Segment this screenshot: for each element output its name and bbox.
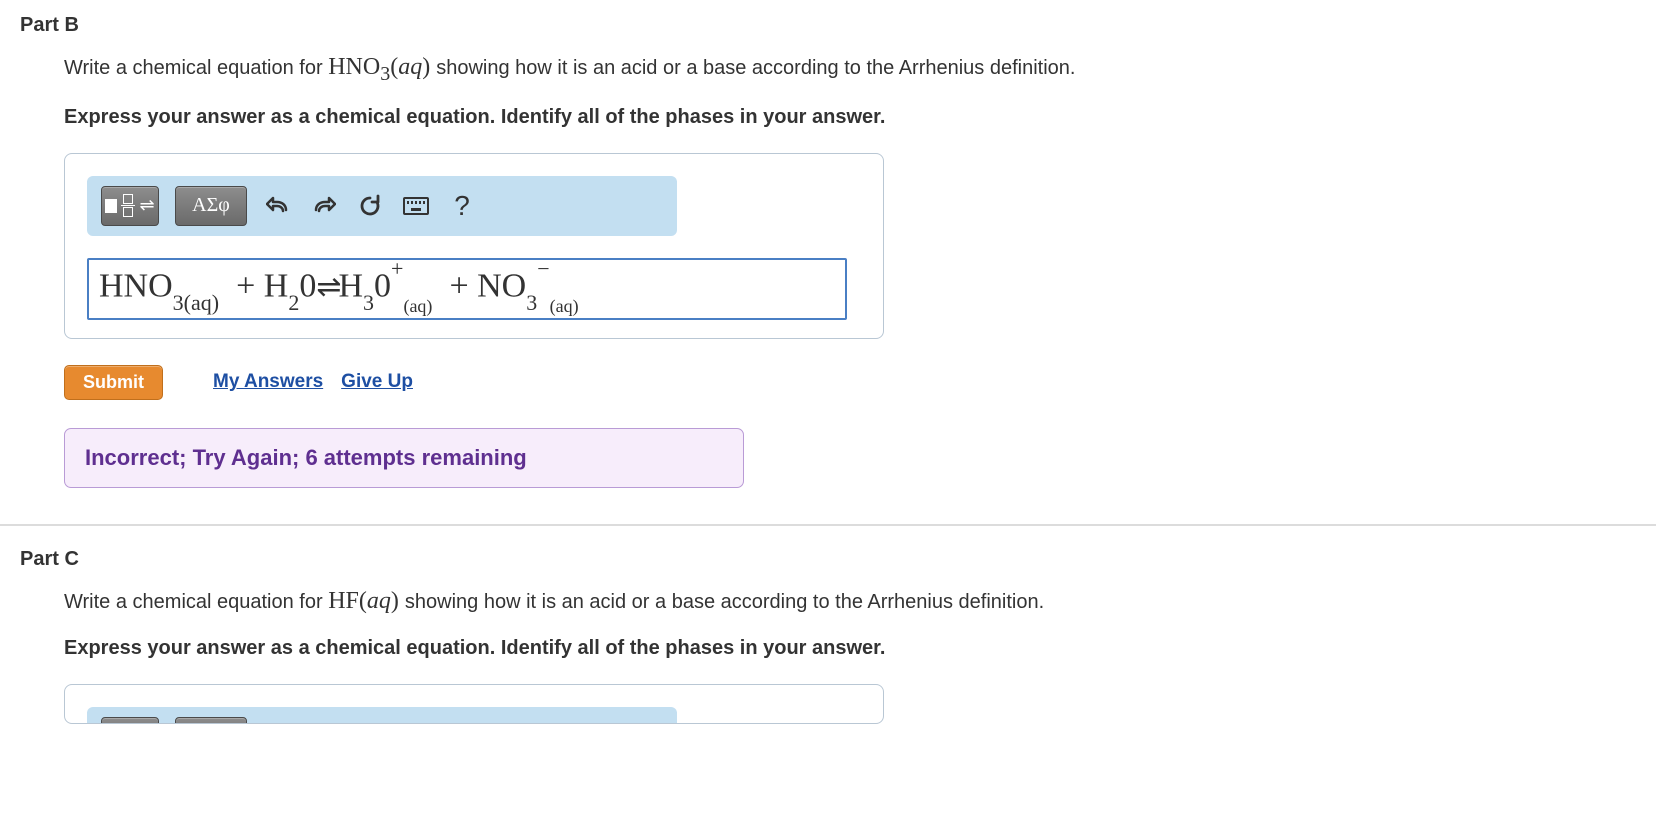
action-links: My Answers Give Up: [213, 371, 413, 393]
greek-tool-button[interactable]: ΑΣφ: [175, 186, 247, 226]
redo-button[interactable]: [309, 191, 339, 221]
section-divider: [0, 524, 1656, 526]
formula-state: (aq): [390, 54, 430, 80]
keyboard-button[interactable]: [401, 191, 431, 221]
equation-toolbar: ⇌ ΑΣφ ?: [87, 176, 677, 236]
part-b-header: Part B: [0, 10, 1656, 51]
formula-base: HF: [328, 588, 359, 614]
part-c-header: Part C: [0, 544, 1656, 585]
redo-icon: [312, 196, 336, 216]
equation-input[interactable]: HNO3(aq) + H20⇌H30+(aq) + NO3−(aq): [87, 258, 847, 320]
actions-row: Submit My Answers Give Up: [64, 365, 1656, 400]
reset-icon: [358, 194, 382, 218]
help-button[interactable]: ?: [447, 191, 477, 221]
submit-button[interactable]: Submit: [64, 365, 163, 400]
formula-base: HNO: [328, 54, 380, 80]
undo-icon: [266, 196, 290, 216]
prompt-text-pre: Write a chemical equation for: [64, 57, 328, 79]
fraction-tool-button[interactable]: [101, 717, 159, 724]
undo-button[interactable]: [263, 191, 293, 221]
prompt-text-post: showing how it is an acid or a base acco…: [405, 591, 1044, 613]
keyboard-icon: [403, 197, 429, 215]
part-c-section: Part C Write a chemical equation for HF(…: [0, 544, 1656, 752]
part-c-instruction: Express your answer as a chemical equati…: [64, 637, 1656, 660]
part-c-prompt: Write a chemical equation for HF(aq) sho…: [64, 585, 1656, 619]
formula-state: (aq): [359, 588, 399, 614]
greek-tool-button[interactable]: [175, 717, 247, 724]
my-answers-link[interactable]: My Answers: [213, 371, 323, 393]
part-b-body: Write a chemical equation for HNO3(aq) s…: [0, 51, 1656, 516]
answer-box: ⇌ ΑΣφ ? HNO3(aq) + H20⇌H30+(aq): [64, 153, 884, 339]
give-up-link[interactable]: Give Up: [341, 371, 413, 393]
part-c-body: Write a chemical equation for HF(aq) sho…: [0, 585, 1656, 752]
answer-box-c: [64, 684, 884, 724]
prompt-text-post: showing how it is an acid or a base acco…: [436, 57, 1075, 79]
part-b-instruction: Express your answer as a chemical equati…: [64, 106, 1656, 129]
prompt-formula: HNO3(aq): [328, 54, 436, 80]
fraction-tool-button[interactable]: ⇌: [101, 186, 159, 226]
prompt-formula: HF(aq): [328, 588, 405, 614]
formula-sub: 3: [380, 63, 390, 85]
fraction-icon: ⇌: [105, 194, 154, 217]
prompt-text-pre: Write a chemical equation for: [64, 591, 328, 613]
part-b-prompt: Write a chemical equation for HNO3(aq) s…: [64, 51, 1656, 88]
feedback-message: Incorrect; Try Again; 6 attempts remaini…: [64, 428, 744, 488]
equation-toolbar-c: [87, 707, 677, 724]
reset-button[interactable]: [355, 191, 385, 221]
part-b-section: Part B Write a chemical equation for HNO…: [0, 10, 1656, 516]
